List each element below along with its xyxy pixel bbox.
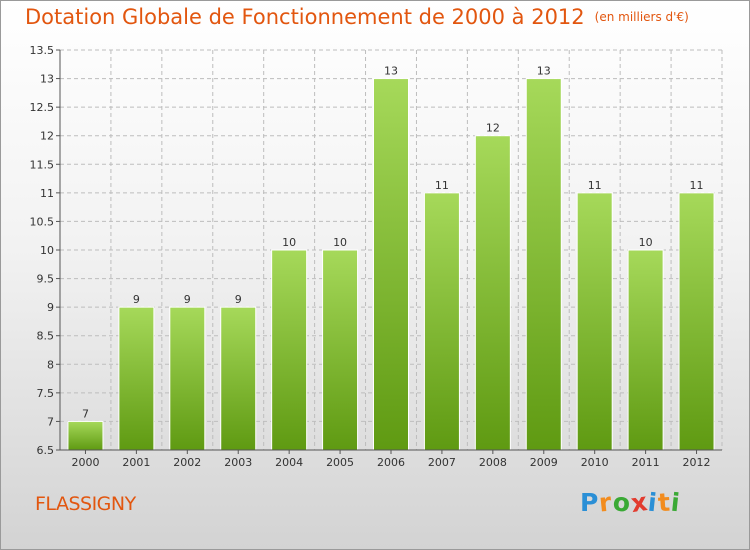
x-tick-label: 2002 xyxy=(173,456,201,469)
y-tick-label: 13 xyxy=(40,73,54,86)
data-label: 10 xyxy=(282,236,296,249)
y-tick-label: 10 xyxy=(40,244,54,257)
x-tick-label: 2008 xyxy=(479,456,507,469)
x-tick-label: 2007 xyxy=(428,456,456,469)
bar xyxy=(220,306,257,451)
x-tick-label: 2000 xyxy=(71,456,99,469)
x-tick-label: 2009 xyxy=(530,456,558,469)
bar xyxy=(678,192,715,451)
data-labels: 7 9 9 9 10 10 13 11 12 13 11 10 11 xyxy=(82,65,704,421)
bar xyxy=(525,78,562,451)
data-label: 10 xyxy=(639,236,653,249)
x-tick-label: 2004 xyxy=(275,456,303,469)
chart-title: Dotation Globale de Fonctionnement de 20… xyxy=(25,5,689,29)
logo-letter: i xyxy=(669,487,682,518)
bar xyxy=(576,192,613,451)
chart-unit: (en milliers d'€) xyxy=(594,10,689,24)
axes: 6.5 7 7.5 8 8.5 9 9.5 10 10.5 11 11.5 12 12.5 13 13.5 2… xyxy=(30,44,722,469)
data-label: 11 xyxy=(690,179,704,192)
x-tick-label: 2005 xyxy=(326,456,354,469)
y-tick-label: 8 xyxy=(47,358,54,371)
bar xyxy=(627,249,664,451)
data-label: 12 xyxy=(486,122,500,135)
y-tick-label: 6.5 xyxy=(37,444,55,457)
y-tick-label: 7.5 xyxy=(37,387,55,400)
x-tick-label: 2010 xyxy=(581,456,609,469)
y-tick-label: 9.5 xyxy=(37,273,55,286)
data-label: 11 xyxy=(435,179,449,192)
bar xyxy=(322,249,359,451)
bar xyxy=(474,135,511,451)
x-tick-label: 2012 xyxy=(683,456,711,469)
data-label: 7 xyxy=(82,407,89,420)
bar xyxy=(373,78,409,451)
x-tick-label: 2001 xyxy=(122,456,150,469)
x-tick-label: 2006 xyxy=(377,456,405,469)
y-tick-label: 13.5 xyxy=(30,44,55,57)
y-tick-label: 12 xyxy=(40,130,54,143)
data-label: 13 xyxy=(384,65,398,78)
logo-letter: P xyxy=(580,488,600,517)
data-label: 9 xyxy=(184,293,191,306)
data-label: 9 xyxy=(235,293,242,306)
data-label: 9 xyxy=(133,293,140,306)
bar xyxy=(118,306,155,451)
y-tick-label: 11 xyxy=(40,187,54,200)
bar xyxy=(67,420,104,451)
y-tick-label: 9 xyxy=(47,301,54,314)
data-label: 13 xyxy=(537,65,551,78)
bar xyxy=(169,306,206,451)
data-label: 10 xyxy=(333,236,347,249)
y-tick-label: 11.5 xyxy=(30,158,55,171)
x-tick-label: 2011 xyxy=(632,456,660,469)
x-tick-label: 2003 xyxy=(224,456,252,469)
y-tick-label: 8.5 xyxy=(37,330,55,343)
commune-name: FLASSIGNY xyxy=(35,493,136,515)
y-tick-label: 7 xyxy=(47,415,54,428)
data-label: 11 xyxy=(588,179,602,192)
y-tick-label: 12.5 xyxy=(30,101,55,114)
bars xyxy=(67,78,715,451)
proxiti-logo[interactable]: Proxiti xyxy=(580,487,682,518)
bar xyxy=(271,249,308,451)
chart-title-text: Dotation Globale de Fonctionnement de 20… xyxy=(25,5,585,29)
bar xyxy=(423,192,460,451)
y-tick-label: 10.5 xyxy=(30,215,55,228)
